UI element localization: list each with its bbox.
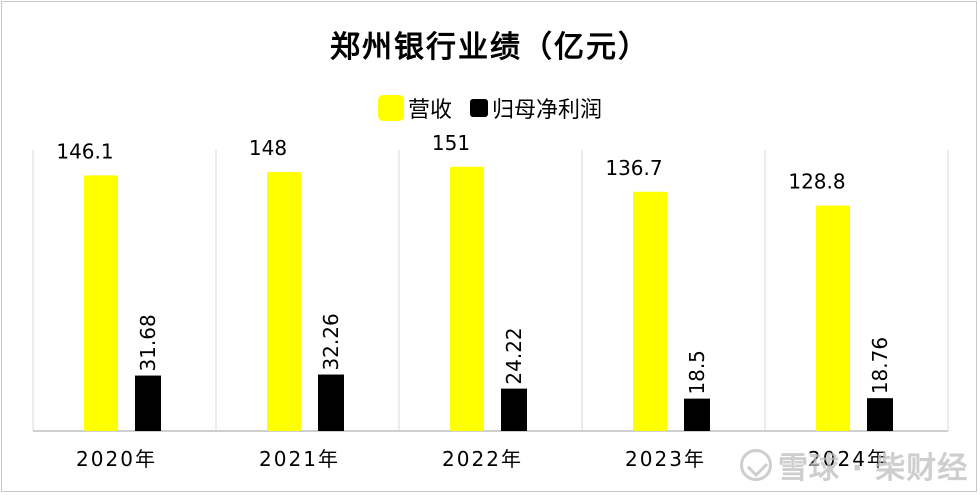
data-label-revenue: 148: [249, 136, 287, 160]
bar-net-profit-2023年: [684, 398, 710, 431]
data-label-net-profit: 18.76: [868, 337, 892, 394]
bar-net-profit-2022年: [501, 388, 527, 431]
data-label-revenue: 128.8: [788, 170, 845, 194]
x-tick-label: 2021年: [259, 447, 340, 471]
x-tick-label: 2020年: [76, 447, 157, 471]
chart-title: 郑州银行业绩（亿元）: [330, 30, 650, 65]
bar-revenue-2024年: [816, 205, 850, 431]
bar-net-profit-2021年: [318, 374, 344, 431]
data-label-net-profit: 24.22: [502, 327, 526, 384]
data-label-revenue: 146.1: [56, 139, 113, 163]
snowball-logo-icon: [740, 449, 772, 481]
bar-revenue-2022年: [450, 166, 484, 431]
x-tick-label: 2023年: [625, 447, 706, 471]
legend-swatch-net-profit: [470, 99, 488, 117]
bar-revenue-2021年: [267, 172, 301, 431]
data-label-net-profit: 32.26: [319, 313, 343, 370]
legend-label-revenue: 营收: [407, 98, 452, 123]
x-tick-label: 2022年: [442, 447, 523, 471]
watermark: 雪球 · 柴财经: [740, 443, 968, 487]
legend-swatch-revenue: [377, 95, 404, 121]
legend-label-net-profit: 归母净利润: [492, 98, 603, 123]
bar-net-profit-2020年: [135, 375, 161, 431]
data-label-net-profit: 18.5: [685, 350, 709, 395]
data-label-net-profit: 31.68: [136, 314, 160, 371]
watermark-text: 雪球 · 柴财经: [778, 451, 969, 486]
bar-revenue-2023年: [633, 191, 667, 431]
data-label-revenue: 136.7: [605, 156, 662, 180]
legend-item-revenue: 营收: [377, 92, 452, 124]
data-label-revenue: 151: [432, 131, 470, 155]
bar-revenue-2020年: [84, 175, 118, 431]
chart-legend: 营收 归母净利润: [0, 92, 980, 124]
bar-net-profit-2024年: [867, 398, 893, 431]
x-tick-label: 2024年: [808, 447, 889, 471]
legend-item-net-profit: 归母净利润: [470, 92, 602, 124]
